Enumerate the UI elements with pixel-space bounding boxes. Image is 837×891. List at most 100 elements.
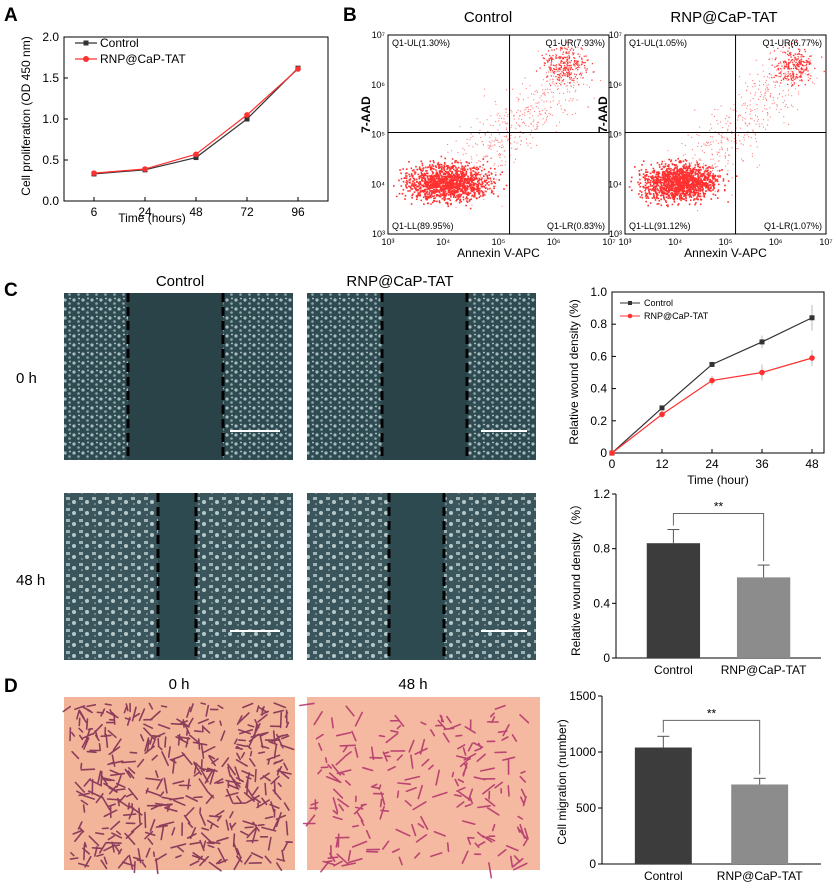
x-tick-label: 6 bbox=[91, 205, 98, 219]
wound-density-bar-chart: 0 0.4 0.8 1.2 Control RNP@CaP-TAT ** Relative … bbox=[569, 487, 821, 677]
y-tick-label: 0.8 bbox=[590, 317, 607, 331]
flow-y-tick: 10⁴ bbox=[371, 179, 385, 189]
series-line-rnp bbox=[611, 357, 813, 454]
data-point-control bbox=[759, 339, 765, 345]
data-point-rnp bbox=[609, 450, 615, 456]
flow-y-tick: 10⁷ bbox=[609, 30, 622, 40]
chart-d-ylabel: Cell migration (number) bbox=[555, 719, 569, 844]
flow-plot-rnp: Q1-UL(1.05%) Q1-UR(6.77%) Q1-LL(91.12%) Q1-… bbox=[596, 30, 833, 260]
data-point-rnp bbox=[193, 151, 199, 158]
data-point-rnp bbox=[142, 166, 148, 172]
panel-label-c: C bbox=[4, 280, 18, 301]
y-tick-label: 1.0 bbox=[590, 285, 607, 299]
significance-label: ** bbox=[714, 500, 724, 514]
legend-control-marker bbox=[83, 40, 89, 46]
data-point-control bbox=[709, 361, 715, 367]
data-point-control bbox=[659, 405, 665, 411]
transwell-col-48h: 48 h bbox=[398, 676, 427, 693]
x-tick-label: 0 bbox=[609, 457, 616, 471]
category-label: RNP@CaP-TAT bbox=[717, 869, 803, 883]
y-tick-label: 1.2 bbox=[593, 487, 610, 501]
legend-control-label: Control bbox=[100, 36, 139, 50]
significance-bracket bbox=[672, 513, 765, 562]
y-tick-label: 2.0 bbox=[42, 30, 59, 44]
flow-y-tick: 10⁷ bbox=[372, 30, 385, 40]
flow-y-tick: 10⁵ bbox=[371, 130, 385, 140]
y-tick-label: 500 bbox=[576, 801, 596, 815]
legend-rnp-marker bbox=[83, 56, 89, 62]
scratch-image-control-0h bbox=[64, 293, 293, 460]
data-point-control bbox=[193, 155, 199, 161]
y-tick-label: 1000 bbox=[569, 745, 596, 759]
data-point-rnp bbox=[709, 377, 715, 384]
flow-events bbox=[628, 39, 825, 212]
y-tick-label: 0.4 bbox=[590, 382, 607, 396]
proliferation-chart: 0.0 0.5 1.0 1.5 2.0 6 24 48 72 96 Time (hours) C… bbox=[19, 30, 329, 225]
y-tick-label: 0 bbox=[600, 446, 607, 460]
flow-x-tick: 10⁷ bbox=[602, 237, 615, 247]
panel-label-a: A bbox=[4, 5, 18, 26]
data-point-rnp bbox=[809, 355, 815, 361]
flow-plot-frame bbox=[624, 34, 827, 235]
legend-c1-control: Control bbox=[644, 298, 673, 308]
quadrant-ur: Q1-UR(6.77%) bbox=[762, 38, 822, 48]
flow-xlabel: Annexin V-APC bbox=[684, 246, 767, 260]
flow-cluster-ll bbox=[393, 155, 508, 210]
y-tick-label: 0.8 bbox=[593, 542, 610, 556]
flow-y-tick: 10⁶ bbox=[371, 80, 385, 90]
x-tick-label: 12 bbox=[655, 457, 669, 471]
flow-xlabel: Annexin V-APC bbox=[457, 246, 540, 260]
quadrant-lr: Q1-LR(1.07%) bbox=[764, 221, 822, 231]
cell-migration-bar-chart: 0 500 1000 1500 Control RNP@CaP-TAT ** Cell mi… bbox=[555, 689, 821, 883]
significance-bracket bbox=[662, 719, 761, 775]
x-tick-label: 48 bbox=[189, 205, 203, 219]
quadrant-lr: Q1-LR(0.83%) bbox=[547, 221, 605, 231]
flow-cluster-ur bbox=[535, 41, 594, 87]
data-point-rnp bbox=[244, 112, 250, 118]
transwell-images: 0 h 48 h bbox=[62, 676, 540, 879]
quadrant-ll: Q1-LL(89.95%) bbox=[392, 221, 454, 231]
x-tick-label: 24 bbox=[138, 205, 152, 219]
scratch-row-48h: 48 h bbox=[16, 572, 45, 589]
y-tick-label: 0.6 bbox=[590, 349, 607, 363]
quadrant-ul: Q1-UL(1.05%) bbox=[629, 38, 687, 48]
flow-plot-control: Q1-UL(1.30%) Q1-UR(7.93%) Q1-LL(89.95%) Q1-… bbox=[359, 30, 616, 260]
x-tick-label: 24 bbox=[705, 457, 719, 471]
panel-label-d: D bbox=[4, 676, 18, 697]
flow-cytometry: Control RNP@CaP-TAT Q1-UL(1.30%) Q1-UR(7.… bbox=[359, 9, 833, 260]
flow-y-tick: 10³ bbox=[372, 229, 385, 239]
wound-density-line-chart: 0 0.2 0.4 0.6 0.8 1.0 0 12 24 36 48 Time (hour) R… bbox=[567, 285, 825, 487]
flow-cluster-ll bbox=[628, 158, 738, 208]
x-tick-label: 96 bbox=[291, 205, 305, 219]
quadrant-ul: Q1-UL(1.30%) bbox=[392, 38, 450, 48]
y-tick-label: 0.5 bbox=[42, 153, 59, 167]
data-point-control bbox=[244, 116, 250, 122]
y-tick-label: 1.5 bbox=[42, 71, 59, 85]
chart-a-ylabel: Cell proliferation (OD 450 nm) bbox=[19, 36, 33, 195]
stained-cells bbox=[299, 702, 530, 879]
data-point-rnp bbox=[295, 66, 301, 72]
chart-c1-xlabel: Time (hour) bbox=[687, 473, 749, 487]
flow-x-tick: 10³ bbox=[381, 237, 394, 247]
data-point-rnp bbox=[759, 369, 765, 376]
flow-x-tick: 10⁴ bbox=[668, 237, 682, 247]
x-tick-label: 72 bbox=[240, 205, 254, 219]
flow-title-rnp: RNP@CaP-TAT bbox=[670, 9, 777, 26]
data-point-control bbox=[809, 315, 815, 321]
quadrant-ur: Q1-UR(7.93%) bbox=[545, 38, 605, 48]
flow-y-tick: 10⁵ bbox=[608, 130, 622, 140]
y-tick-label: 0.4 bbox=[593, 596, 610, 610]
flow-plot-frame bbox=[387, 34, 610, 235]
scratch-row-0h: 0 h bbox=[16, 370, 37, 387]
flow-title-control: Control bbox=[464, 9, 512, 26]
flow-ylabel: 7-AAD bbox=[596, 96, 610, 133]
significance-label: ** bbox=[707, 706, 717, 720]
category-label: RNP@CaP-TAT bbox=[721, 663, 807, 677]
chart-c1-ylabel: Relative wound density (%) bbox=[567, 299, 581, 444]
x-tick-label: 36 bbox=[755, 457, 769, 471]
flow-x-tick: 10⁴ bbox=[436, 237, 450, 247]
flow-events bbox=[393, 40, 602, 210]
flow-x-tick: 10⁵ bbox=[719, 237, 733, 247]
bar-rnp bbox=[736, 577, 791, 658]
